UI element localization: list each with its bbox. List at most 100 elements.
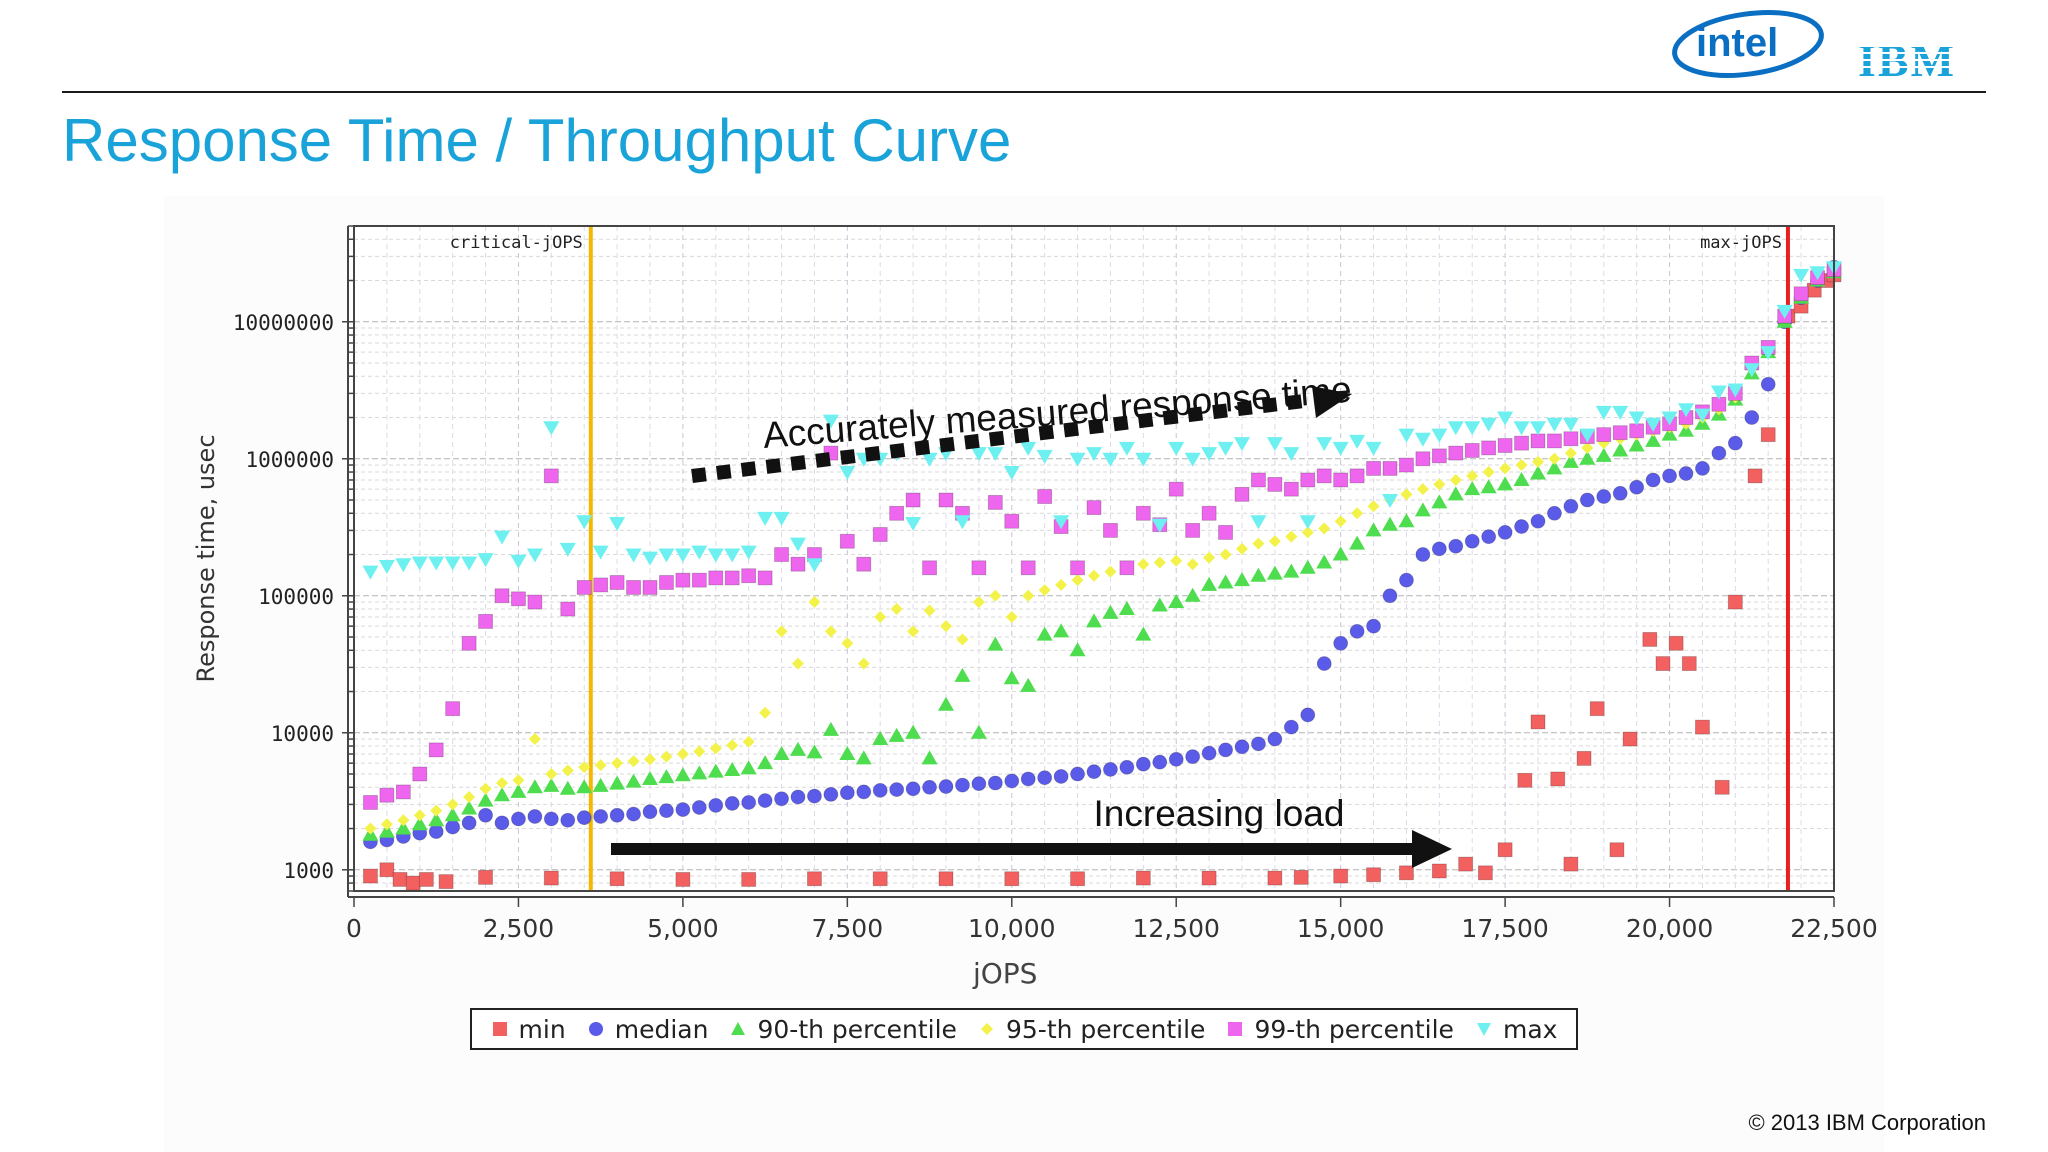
data-point bbox=[1053, 515, 1070, 530]
data-point bbox=[1481, 440, 1497, 456]
data-point bbox=[1236, 542, 1248, 555]
data-point bbox=[676, 747, 689, 760]
legend-item: median bbox=[587, 1015, 708, 1044]
data-point bbox=[1548, 452, 1561, 465]
data-point bbox=[1234, 572, 1250, 587]
data-point bbox=[905, 492, 921, 508]
data-point bbox=[1300, 472, 1316, 488]
plot-area bbox=[354, 226, 1834, 891]
data-point bbox=[477, 792, 494, 807]
data-point bbox=[1234, 739, 1250, 755]
data-point bbox=[1629, 423, 1645, 439]
data-point bbox=[444, 807, 461, 822]
data-point bbox=[1267, 476, 1283, 492]
data-point bbox=[1514, 519, 1529, 534]
data-point bbox=[972, 596, 985, 609]
legend-item: 99-th percentile bbox=[1226, 1015, 1454, 1044]
data-point bbox=[790, 537, 806, 552]
x-axis-label: jOPS bbox=[972, 957, 1037, 990]
data-point bbox=[1678, 422, 1694, 437]
data-point bbox=[1366, 618, 1381, 634]
data-point bbox=[1645, 432, 1662, 447]
reference-lines: critical-jOPS max-jOPS bbox=[450, 226, 1790, 891]
data-point bbox=[428, 824, 444, 839]
data-point bbox=[659, 803, 674, 819]
x-tick-label: 10,000 bbox=[968, 914, 1055, 943]
data-marks bbox=[362, 259, 1842, 891]
data-point bbox=[1267, 731, 1283, 747]
data-point bbox=[392, 872, 408, 887]
legend-swatch bbox=[980, 1023, 993, 1035]
x-tick-label: 15,000 bbox=[1297, 914, 1384, 943]
legend-label: max bbox=[1502, 1014, 1558, 1044]
data-point bbox=[1170, 554, 1183, 567]
data-point bbox=[740, 760, 757, 775]
data-point bbox=[940, 620, 952, 633]
data-point bbox=[1333, 635, 1349, 651]
data-point bbox=[1563, 856, 1579, 872]
data-point bbox=[560, 601, 576, 617]
data-point bbox=[438, 874, 454, 889]
data-point bbox=[1480, 479, 1497, 494]
data-point bbox=[609, 516, 626, 531]
data-point bbox=[1037, 770, 1053, 786]
data-point bbox=[674, 548, 691, 563]
data-point bbox=[1218, 525, 1233, 540]
data-point bbox=[510, 783, 527, 798]
data-point bbox=[1285, 530, 1298, 543]
data-point bbox=[1300, 707, 1316, 723]
series-median bbox=[363, 259, 1842, 850]
data-point bbox=[890, 603, 903, 616]
x-tick-label: 12,500 bbox=[1132, 914, 1219, 943]
data-point bbox=[921, 750, 938, 765]
data-point bbox=[709, 742, 722, 755]
data-point bbox=[907, 625, 920, 638]
data-point bbox=[839, 533, 855, 549]
data-point bbox=[445, 701, 461, 717]
data-point bbox=[395, 558, 412, 573]
data-point bbox=[642, 804, 658, 820]
data-point bbox=[1267, 870, 1283, 886]
data-point bbox=[1497, 411, 1514, 426]
data-point bbox=[726, 739, 739, 752]
data-point bbox=[938, 696, 954, 711]
data-point bbox=[1020, 560, 1036, 576]
data-point bbox=[1809, 266, 1826, 281]
legend-label: 95-th percentile bbox=[1005, 1014, 1206, 1044]
data-point bbox=[1655, 656, 1671, 671]
data-point bbox=[970, 447, 987, 462]
data-point bbox=[905, 724, 922, 739]
y-axis-label: Response time, usec bbox=[192, 434, 220, 682]
data-point bbox=[1414, 502, 1431, 517]
data-point bbox=[1466, 469, 1479, 482]
data-point bbox=[675, 802, 691, 817]
data-point bbox=[1645, 417, 1662, 432]
legend-item: 95-th percentile bbox=[978, 1015, 1205, 1044]
data-point bbox=[1589, 701, 1605, 717]
data-point bbox=[674, 767, 691, 782]
data-point bbox=[822, 721, 839, 736]
data-point bbox=[1333, 472, 1349, 488]
data-point bbox=[889, 782, 905, 797]
data-point bbox=[405, 875, 421, 891]
data-point bbox=[1695, 461, 1710, 476]
data-point bbox=[724, 796, 740, 811]
data-point bbox=[411, 556, 428, 571]
data-point bbox=[1576, 751, 1592, 766]
data-point bbox=[1367, 500, 1380, 513]
data-point bbox=[1661, 426, 1678, 441]
data-point bbox=[1515, 459, 1528, 472]
data-point bbox=[923, 604, 936, 617]
legend-item: min bbox=[491, 1015, 566, 1044]
data-point bbox=[1431, 448, 1447, 464]
page-title: Response Time / Throughput Curve bbox=[62, 107, 1012, 174]
data-point bbox=[1251, 472, 1266, 488]
data-point bbox=[1301, 526, 1314, 539]
legend-swatch bbox=[1228, 1022, 1243, 1036]
data-point bbox=[1562, 453, 1579, 468]
data-point bbox=[463, 790, 476, 803]
data-point bbox=[806, 744, 823, 759]
data-point bbox=[1316, 656, 1332, 671]
data-point bbox=[1153, 556, 1166, 569]
data-point bbox=[1020, 771, 1036, 787]
